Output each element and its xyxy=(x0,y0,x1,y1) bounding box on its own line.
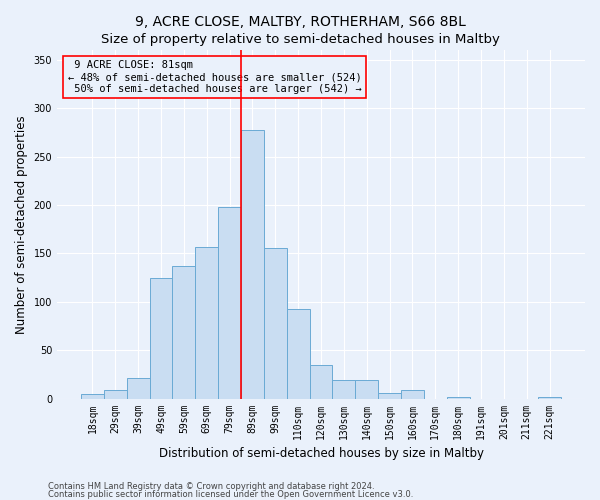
Bar xyxy=(104,390,127,398)
Bar xyxy=(378,392,401,398)
Bar xyxy=(127,378,149,398)
Bar xyxy=(149,278,172,398)
Bar xyxy=(447,396,470,398)
Bar xyxy=(287,308,310,398)
Bar xyxy=(538,396,561,398)
Bar xyxy=(196,246,218,398)
Text: 9 ACRE CLOSE: 81sqm
← 48% of semi-detached houses are smaller (524)
 50% of semi: 9 ACRE CLOSE: 81sqm ← 48% of semi-detach… xyxy=(68,60,361,94)
Bar xyxy=(241,130,264,398)
Bar xyxy=(355,380,378,398)
Bar xyxy=(218,207,241,398)
Bar xyxy=(332,380,355,398)
Bar xyxy=(81,394,104,398)
Y-axis label: Number of semi-detached properties: Number of semi-detached properties xyxy=(15,115,28,334)
X-axis label: Distribution of semi-detached houses by size in Maltby: Distribution of semi-detached houses by … xyxy=(158,447,484,460)
Text: 9, ACRE CLOSE, MALTBY, ROTHERHAM, S66 8BL: 9, ACRE CLOSE, MALTBY, ROTHERHAM, S66 8B… xyxy=(134,15,466,29)
Bar xyxy=(264,248,287,398)
Bar xyxy=(172,266,196,398)
Bar xyxy=(310,364,332,398)
Text: Contains public sector information licensed under the Open Government Licence v3: Contains public sector information licen… xyxy=(48,490,413,499)
Text: Size of property relative to semi-detached houses in Maltby: Size of property relative to semi-detach… xyxy=(101,32,499,46)
Text: Contains HM Land Registry data © Crown copyright and database right 2024.: Contains HM Land Registry data © Crown c… xyxy=(48,482,374,491)
Bar xyxy=(401,390,424,398)
